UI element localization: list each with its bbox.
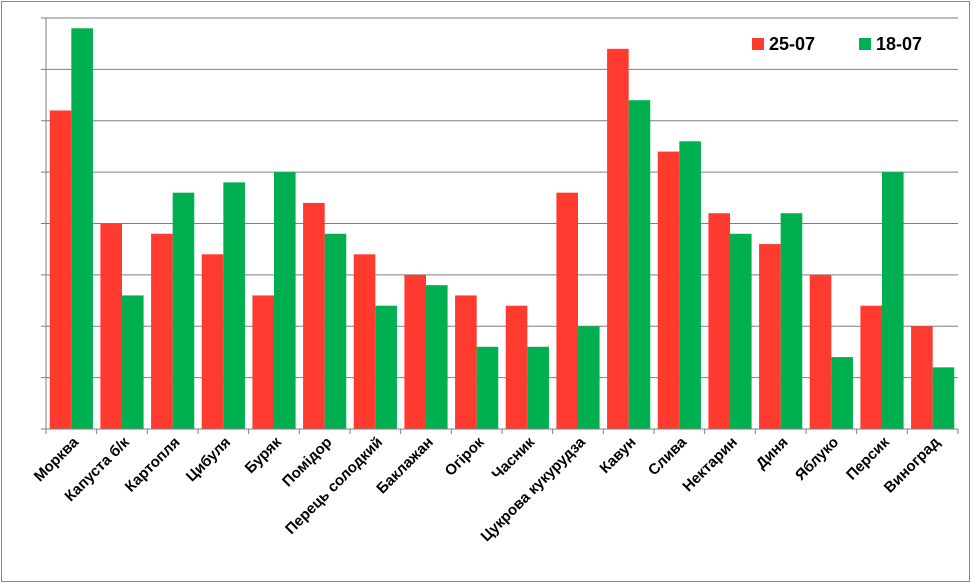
bar-25-07-Виноград [911,326,933,429]
bar-18-07-Часник [527,346,549,429]
bar-25-07-Яблуко [809,274,832,429]
bar-18-07-Буряк [274,172,296,429]
bar-18-07-Кавун [628,100,651,429]
bar-25-07-Персик [860,305,882,429]
legend-swatch-18-07 [859,38,871,50]
bar-25-07-Помідор [303,202,325,429]
bar-18-07-Перець солодкий [375,305,397,429]
legend-label-25-07: 25-07 [769,34,815,54]
bar-25-07-Часник [505,305,528,429]
legend-swatch-25-07 [752,38,764,50]
bar-25-07-Морква [49,110,72,429]
gridlines [46,17,958,379]
bar-18-07-Цибуля [223,182,245,429]
bar-25-07-Огірок [455,295,477,429]
bar-18-07-Морква [71,28,93,430]
bar-25-07-Цукрова кукурудза [556,192,578,429]
bar-18-07-Огірок [476,346,499,429]
bar-25-07-Цибуля [201,254,224,429]
bar-18-07-Персик [882,172,904,429]
bar-25-07-Диня [759,244,781,429]
bars [49,28,955,430]
x-tick-label: Слива [645,433,691,479]
x-tick-label: Морква [31,433,83,485]
x-tick-label: Персик [843,433,893,483]
x-tick-label: Буряк [242,433,285,476]
bar-25-07-Кавун [607,48,629,429]
bar-25-07-Баклажан [404,274,426,429]
x-tick-label: Перець солодкий [282,434,386,538]
x-tick-label: Огірок [442,433,488,479]
bar-18-07-Помідор [324,233,347,429]
x-tick-label: Часник [489,433,539,483]
x-tick-label: Диня [753,434,792,473]
bar-18-07-Виноград [932,367,955,429]
bar-25-07-Слива [657,151,680,429]
axes [41,17,959,434]
bar-25-07-Капуста б/к [100,223,122,429]
legend: 25-07 18-07 [752,34,922,54]
bar-18-07-Баклажан [426,285,448,429]
bar-18-07-Диня [780,213,803,429]
x-tick-label: Яблуко [792,434,842,484]
bar-18-07-Нектарин [730,233,752,429]
bar-25-07-Перець солодкий [353,254,376,429]
bar-25-07-Картопля [151,233,173,429]
bar-18-07-Капуста б/к [122,295,144,429]
bar-18-07-Яблуко [831,357,853,429]
bar-25-07-Буряк [252,295,274,429]
x-tick-label: Виноград [881,433,944,496]
bar-18-07-Слива [679,141,701,430]
bar-18-07-Картопля [172,192,195,429]
x-tick-label: Картопля [122,434,184,496]
bar-25-07-Нектарин [708,213,730,429]
bar-18-07-Цукрова кукурудза [578,326,600,429]
legend-label-18-07: 18-07 [876,34,922,54]
x-tick-label: Нектарин [679,434,740,495]
x-tick-label: Цибуля [183,434,234,485]
x-tick-label: Кавун [596,434,639,477]
